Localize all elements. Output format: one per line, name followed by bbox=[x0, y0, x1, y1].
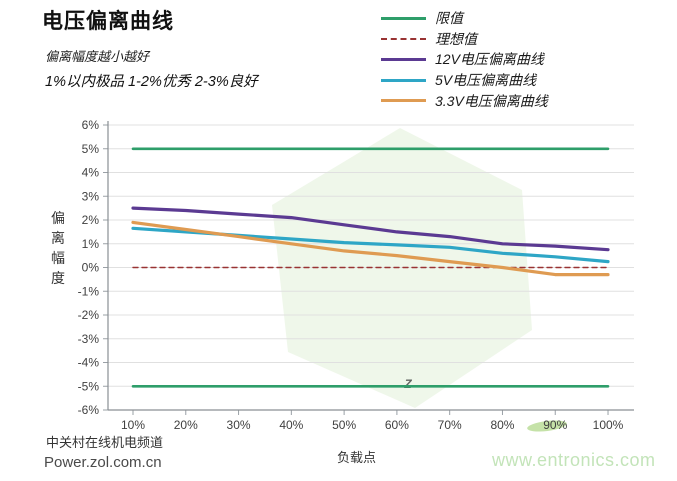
y-tick-label: 6% bbox=[82, 118, 100, 132]
y-tick-label: 4% bbox=[82, 166, 100, 180]
y-tick-label: -4% bbox=[78, 356, 100, 370]
legend-item: 5V电压偏离曲线 bbox=[381, 70, 548, 91]
x-tick-label: 30% bbox=[227, 418, 251, 432]
watermark-text: www.entronics.com bbox=[492, 450, 656, 470]
y-tick-label: -6% bbox=[78, 403, 100, 417]
x-tick-label: 80% bbox=[490, 418, 514, 432]
legend-item: 12V电压偏离曲线 bbox=[381, 49, 548, 70]
legend-label: 限值 bbox=[435, 10, 463, 27]
y-tick-label: -1% bbox=[78, 284, 100, 298]
x-tick-label: 50% bbox=[332, 418, 356, 432]
svg-text:Z: Z bbox=[403, 377, 412, 391]
legend: 限值理想值 12V电压偏离曲线 5V电压偏离曲线 3.3V电压偏离曲线 bbox=[381, 8, 548, 111]
y-tick-label: 3% bbox=[82, 189, 100, 203]
x-tick-label: 20% bbox=[174, 418, 198, 432]
legend-label: 3.3V电压偏离曲线 bbox=[435, 92, 548, 109]
legend-item: 理想值 bbox=[381, 29, 548, 50]
legend-line-swatch-icon bbox=[381, 16, 426, 20]
legend-label: 5V电压偏离曲线 bbox=[435, 72, 537, 89]
footer-site-url: Power.zol.com.cn bbox=[44, 454, 162, 471]
x-tick-label: 10% bbox=[121, 418, 145, 432]
y-tick-label: -2% bbox=[78, 308, 100, 322]
x-tick-label: 40% bbox=[279, 418, 303, 432]
footer-channel-name: 中关村在线机电频道 bbox=[46, 435, 164, 450]
y-axis-title: 偏离幅度 bbox=[51, 210, 65, 286]
legend-item: 3.3V电压偏离曲线 bbox=[381, 90, 548, 111]
y-tick-label: -5% bbox=[78, 379, 100, 393]
legend-item: 限值 bbox=[381, 8, 548, 29]
y-tick-label: -3% bbox=[78, 332, 100, 346]
legend-line-swatch-icon bbox=[381, 57, 426, 61]
series-line-12V电压偏离曲线 bbox=[131, 206, 610, 252]
x-tick-label: 60% bbox=[385, 418, 409, 432]
legend-label: 12V电压偏离曲线 bbox=[435, 51, 544, 68]
legend-line-swatch-icon bbox=[381, 37, 426, 40]
chart-subtitle-grading-note: 1%以内极品 1-2%优秀 2-3%良好 bbox=[45, 74, 258, 90]
x-tick-label: 90% bbox=[543, 418, 567, 432]
legend-label: 理想值 bbox=[435, 30, 477, 47]
x-axis-title: 负载点 bbox=[337, 450, 377, 465]
x-tick-label: 70% bbox=[438, 418, 462, 432]
chart-title: 电压偏离曲线 bbox=[42, 10, 174, 33]
legend-line-swatch-icon bbox=[381, 78, 426, 82]
y-tick-label: 2% bbox=[82, 213, 100, 227]
series-line-3.3V电压偏离曲线 bbox=[131, 220, 610, 277]
y-tick-label: 1% bbox=[82, 237, 100, 251]
chart-subtitle-quality-note: 偏离幅度越小越好 bbox=[45, 49, 150, 64]
x-tick-label: 100% bbox=[593, 418, 624, 432]
legend-line-swatch-icon bbox=[381, 99, 426, 103]
y-tick-label: 0% bbox=[82, 261, 100, 275]
y-tick-label: 5% bbox=[82, 142, 100, 156]
